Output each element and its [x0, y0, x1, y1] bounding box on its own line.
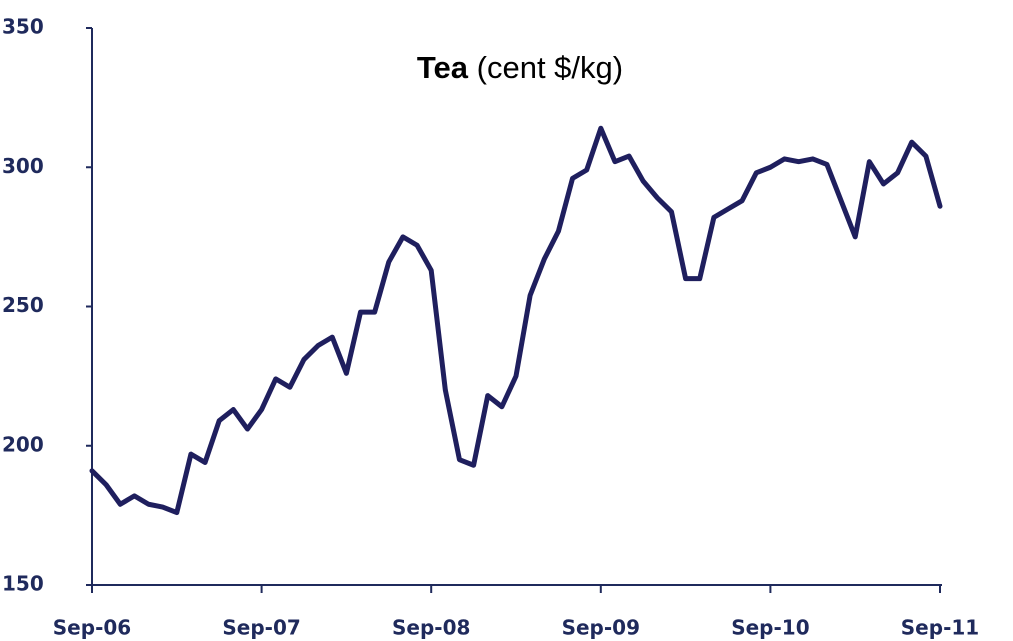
y-tick-label: 350: [2, 15, 44, 39]
x-tick-label: Sep-08: [392, 616, 470, 640]
x-tick-label: Sep-09: [562, 616, 640, 640]
y-tick-label: 200: [2, 432, 44, 456]
line-series: [89, 125, 943, 516]
unit: (cent $/kg): [477, 50, 623, 85]
chart-title: Tea (cent $/kg): [417, 50, 623, 85]
title: Tea: [417, 50, 469, 85]
y-tick-label: 150: [2, 572, 44, 596]
y-tick-label: 300: [2, 154, 44, 178]
x-tick-label: Sep-07: [222, 616, 300, 640]
y-tick-label: 250: [2, 293, 44, 317]
x-tick-label: Sep-11: [901, 616, 979, 640]
x-tick-label: Sep-06: [53, 616, 131, 640]
x-tick-label: Sep-10: [731, 616, 809, 640]
